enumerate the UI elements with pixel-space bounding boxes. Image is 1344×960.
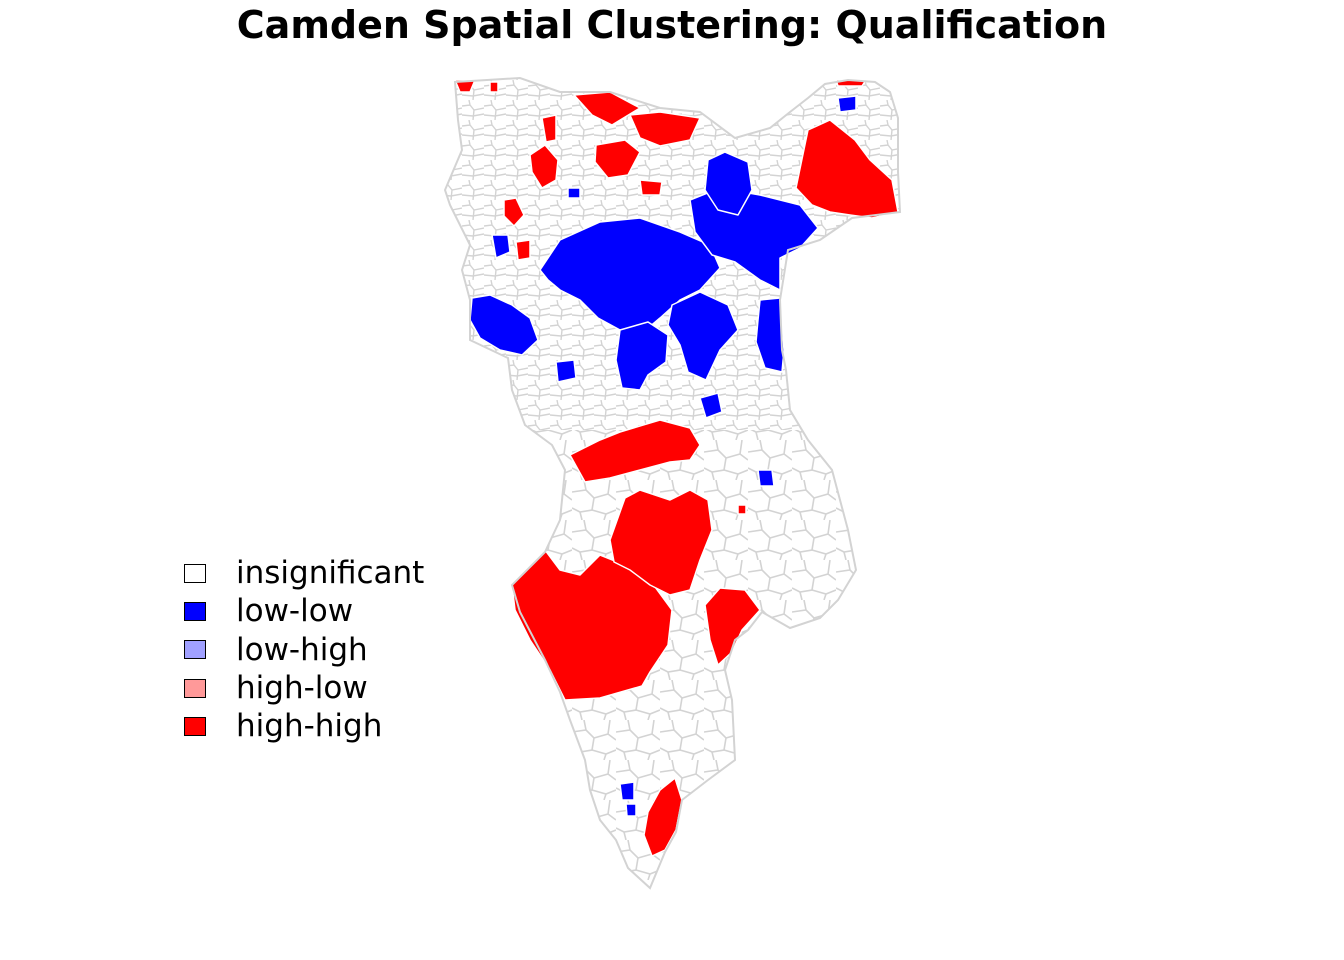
low-low-clusters [469, 95, 857, 817]
legend-label: low-high [236, 631, 368, 668]
legend-item-insignificant: insignificant [184, 554, 424, 592]
legend-item-low-high: low-high [184, 631, 424, 669]
high-high-clusters [454, 79, 899, 857]
legend-label: high-low [236, 670, 368, 707]
legend-label: high-high [236, 708, 383, 745]
legend-item-high-low: high-low [184, 669, 424, 707]
legend-swatch [184, 563, 206, 583]
legend-swatch [184, 601, 206, 621]
legend-item-low-low: low-low [184, 592, 424, 630]
map-title: Camden Spatial Clustering: Qualification [236, 3, 1108, 47]
borough-outline [443, 76, 902, 890]
legend-swatch [184, 640, 206, 660]
legend-label: insignificant [236, 555, 425, 592]
legend: insignificant low-low low-high high-low … [184, 554, 424, 745]
legend-swatch [184, 716, 206, 736]
legend-label: low-low [236, 593, 354, 630]
legend-swatch [184, 678, 206, 698]
legend-item-high-high: high-high [184, 707, 424, 745]
